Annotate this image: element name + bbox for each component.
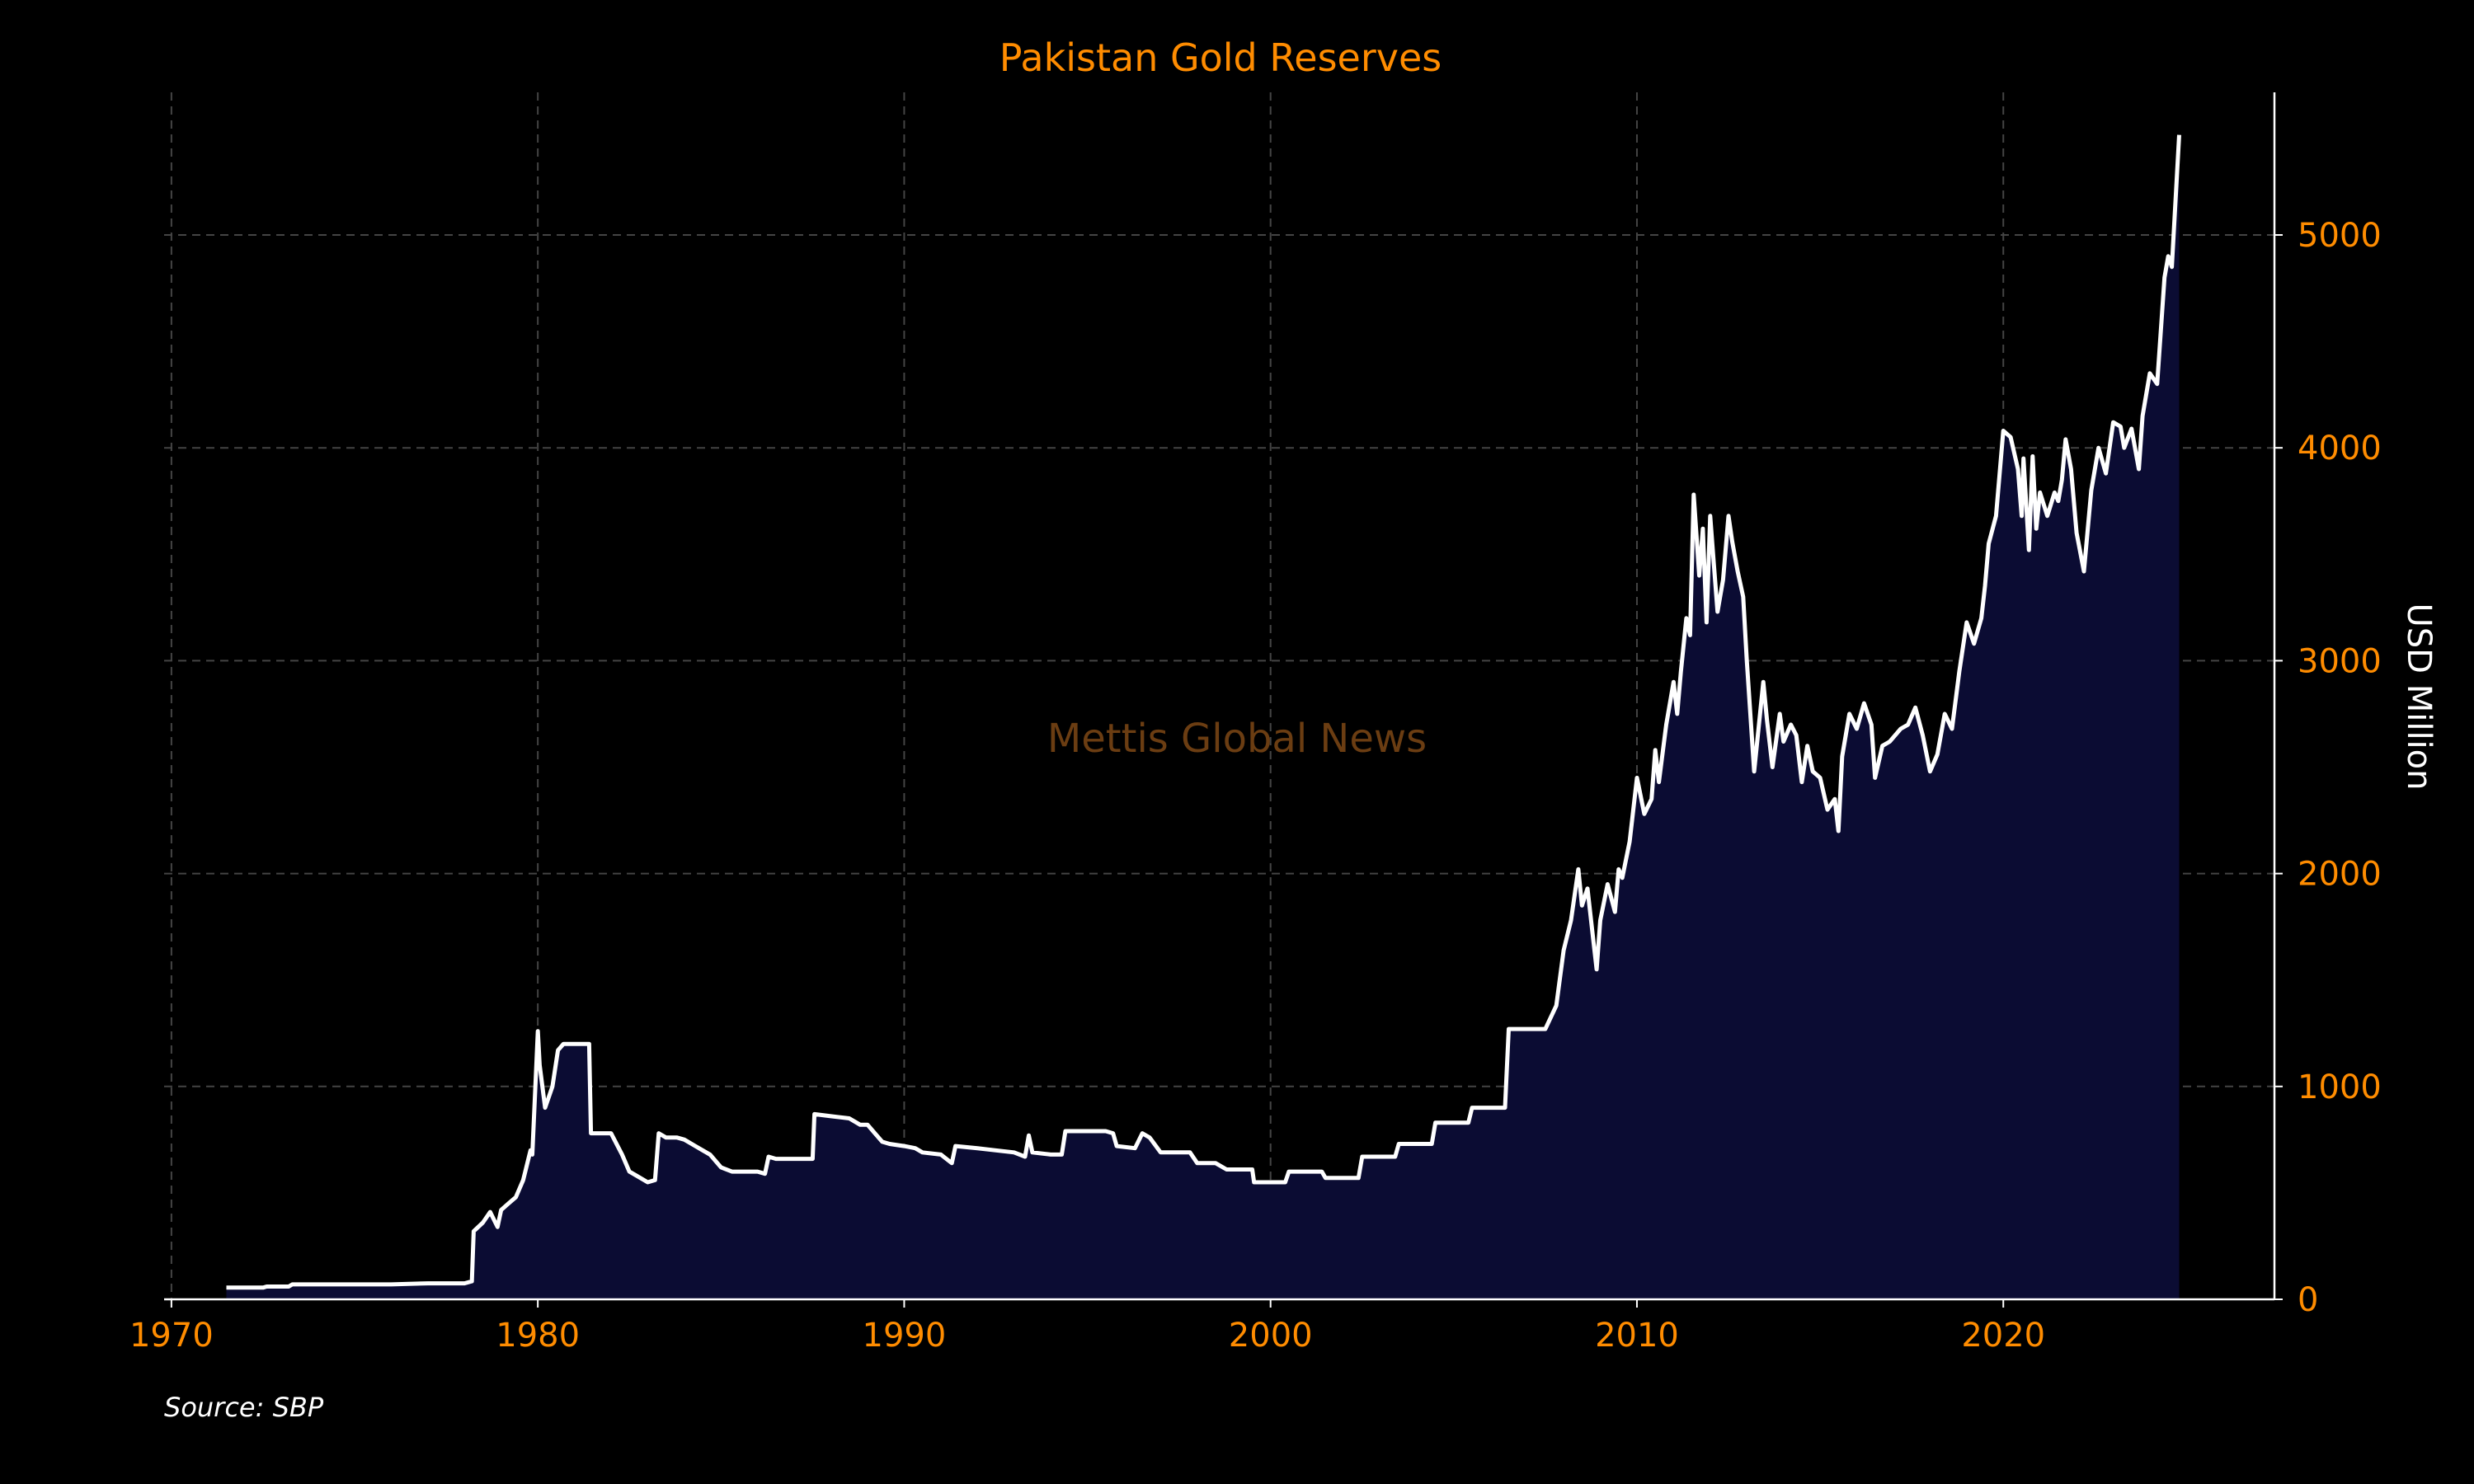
y-axis-label: USD Million xyxy=(2400,603,2438,791)
x-tick-label: 2010 xyxy=(1595,1317,1679,1355)
y-tick-label: 1000 xyxy=(2298,1068,2382,1106)
x-tick-label: 1980 xyxy=(496,1317,580,1355)
watermark-text: Mettis Global News xyxy=(1047,716,1427,762)
y-tick-label: 4000 xyxy=(2298,430,2382,467)
y-tick-label: 2000 xyxy=(2298,856,2382,894)
x-tick-label: 2000 xyxy=(1229,1317,1313,1355)
x-tick-label: 1970 xyxy=(129,1317,214,1355)
grid xyxy=(164,92,2274,1299)
x-tick-label: 1990 xyxy=(863,1317,947,1355)
y-tick-label: 3000 xyxy=(2298,642,2382,680)
y-tick-label: 5000 xyxy=(2298,217,2382,255)
source-note: Source: SBP xyxy=(164,1392,324,1423)
ticks: 1970 1980 1990 2000 2010 2020 0 1000 2000 3000 400… xyxy=(129,217,2382,1355)
reserves-area-fill xyxy=(226,134,2180,1300)
x-tick-label: 2020 xyxy=(1961,1317,2045,1355)
chart-title: Pakistan Gold Reserves xyxy=(999,35,1442,80)
reserves-line xyxy=(226,134,2181,1290)
y-tick-label: 0 xyxy=(2298,1281,2318,1319)
